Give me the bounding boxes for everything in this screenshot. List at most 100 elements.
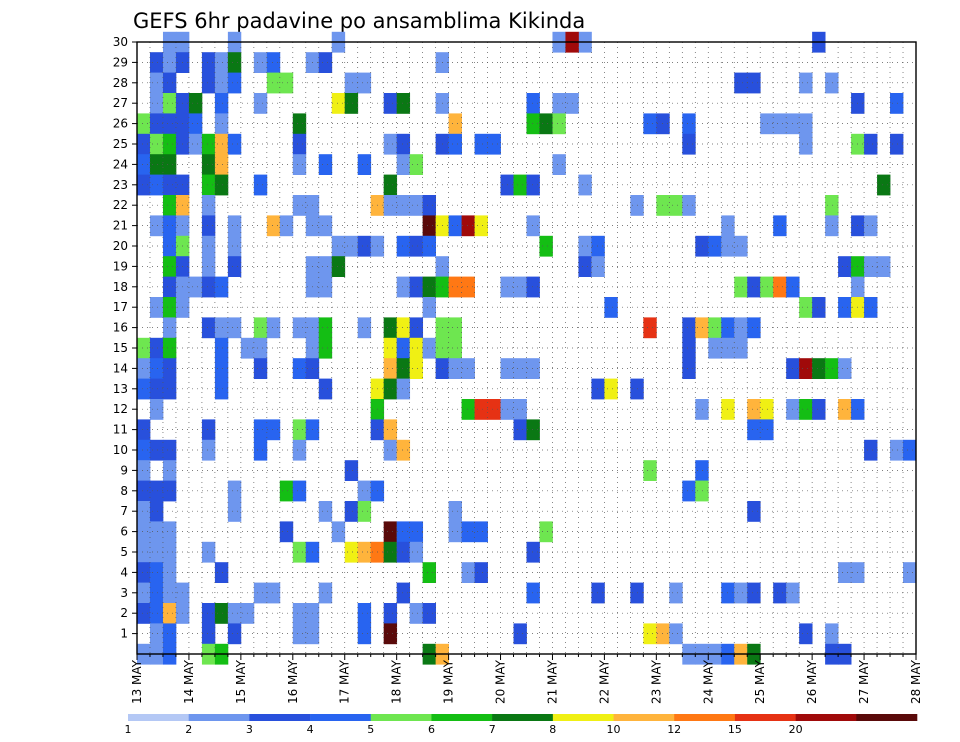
heatmap-cell xyxy=(162,623,177,645)
heatmap-cell xyxy=(383,133,398,155)
heatmap-cell xyxy=(747,582,761,604)
heatmap-cell xyxy=(695,480,709,502)
y-tick-label: 29 xyxy=(113,55,128,69)
heatmap-cell xyxy=(137,501,151,522)
heatmap-cell xyxy=(461,358,475,379)
heatmap-cell xyxy=(747,399,761,420)
y-tick-label: 12 xyxy=(113,402,128,416)
heatmap-cell xyxy=(253,582,268,604)
heatmap-cell xyxy=(214,72,229,94)
heatmap-cell xyxy=(137,603,151,624)
heatmap-cell xyxy=(734,337,748,359)
x-tick-label: 18 MAY xyxy=(390,659,404,704)
heatmap-cell xyxy=(318,276,333,298)
heatmap-cell xyxy=(799,623,813,645)
heatmap-cell xyxy=(734,317,748,339)
heatmap-cell xyxy=(227,480,242,502)
heatmap-cell xyxy=(344,72,359,94)
heatmap-cell xyxy=(760,419,774,441)
heatmap-cell xyxy=(643,623,657,645)
heatmap-cell xyxy=(838,297,852,318)
heatmap-cell xyxy=(526,582,540,604)
heatmap-cell xyxy=(227,133,242,155)
heatmap-cell xyxy=(682,480,696,502)
heatmap-cell xyxy=(656,195,670,216)
colorbar-label: 6 xyxy=(428,723,435,736)
heatmap-cell xyxy=(149,541,164,563)
x-tick-label: 20 MAY xyxy=(494,659,508,704)
heatmap-cell xyxy=(162,541,177,563)
y-tick-label: 18 xyxy=(113,280,128,294)
heatmap-cell xyxy=(799,113,813,135)
heatmap-cell xyxy=(149,174,164,196)
heatmap-cell xyxy=(162,256,177,277)
heatmap-cell xyxy=(448,337,462,359)
heatmap-cell xyxy=(760,399,774,420)
heatmap-cell xyxy=(526,113,540,135)
heatmap-cell xyxy=(734,276,748,298)
y-tick-label: 23 xyxy=(113,178,128,192)
colorbar-label: 1 xyxy=(125,723,132,736)
heatmap-cell xyxy=(695,460,709,481)
heatmap-cell xyxy=(552,113,566,135)
colorbar-swatch xyxy=(795,714,857,721)
heatmap-cell xyxy=(137,541,151,563)
heatmap-cell xyxy=(539,521,553,543)
heatmap-cell xyxy=(214,52,229,73)
heatmap-cell xyxy=(591,582,605,604)
heatmap-cell xyxy=(266,419,281,441)
heatmap-cell xyxy=(591,235,605,257)
heatmap-cell xyxy=(383,378,398,400)
heatmap-cell xyxy=(669,623,683,645)
heatmap-cell xyxy=(708,317,722,339)
heatmap-cell xyxy=(838,562,852,583)
heatmap-cell xyxy=(604,378,618,400)
heatmap-cell xyxy=(747,501,761,522)
heatmap-cell xyxy=(474,133,488,155)
heatmap-cell xyxy=(396,541,411,563)
heatmap-cell xyxy=(162,562,177,583)
heatmap-cell xyxy=(656,623,670,645)
heatmap-cell xyxy=(448,358,462,379)
heatmap-cell xyxy=(149,521,164,543)
heatmap-cell xyxy=(669,195,683,216)
heatmap-cell xyxy=(253,358,268,379)
heatmap-cell xyxy=(227,215,242,237)
y-tick-label: 30 xyxy=(113,35,128,49)
heatmap-cell xyxy=(214,113,229,135)
heatmap-cell xyxy=(292,154,307,175)
heatmap-cell xyxy=(396,235,411,257)
heatmap-cell xyxy=(799,72,813,94)
heatmap-cell xyxy=(383,358,398,379)
heatmap-cell xyxy=(292,439,307,461)
heatmap-cell xyxy=(318,378,333,400)
heatmap-cell xyxy=(137,154,151,175)
heatmap-cell xyxy=(201,419,216,441)
heatmap-cell xyxy=(682,133,696,155)
heatmap-cell xyxy=(422,297,437,318)
heatmap-cell xyxy=(214,133,229,155)
heatmap-cell xyxy=(474,521,488,543)
colorbar: 1 2 3 4 5 6 7 8 10 12 15 20 xyxy=(125,714,918,736)
heatmap-cell xyxy=(201,541,216,563)
heatmap-cell xyxy=(864,297,878,318)
heatmap-cell xyxy=(383,541,398,563)
colorbar-swatch xyxy=(249,714,311,721)
heatmap-cell xyxy=(578,235,592,257)
x-tick-label: 28 MAY xyxy=(909,659,923,704)
heatmap-cell xyxy=(331,235,346,257)
heatmap-cell xyxy=(162,317,177,339)
heatmap-cell xyxy=(227,623,242,645)
heatmap-cell xyxy=(747,72,761,94)
heatmap-cell xyxy=(149,623,164,645)
heatmap-cell xyxy=(474,399,488,420)
heatmap-cell xyxy=(162,72,177,94)
y-tick-label: 7 xyxy=(120,504,128,518)
chart-title: GEFS 6hr padavine po ansamblima Kikinda xyxy=(133,9,585,33)
heatmap-cell xyxy=(162,174,177,196)
heatmap-cell xyxy=(513,419,527,441)
heatmap-cell xyxy=(162,154,177,175)
colorbar-swatch xyxy=(613,714,675,721)
heatmap-cell xyxy=(825,195,839,216)
heatmap-cell xyxy=(227,52,242,73)
